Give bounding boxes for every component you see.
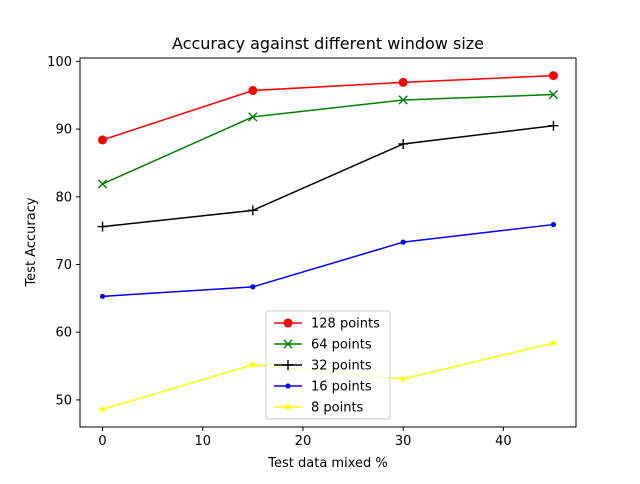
legend-label: 32 points (311, 359, 372, 374)
legend-marker (283, 360, 293, 370)
y-tick-label: 100 (47, 55, 72, 70)
data-point-16-points (99, 293, 106, 299)
data-point-128-points (548, 71, 558, 81)
legend-marker (285, 383, 291, 389)
y-axis-label: Test Accuracy (24, 197, 39, 287)
series-line-64-points (102, 93, 554, 185)
y-tick-label: 80 (55, 190, 72, 205)
y-axis: 50 60 70 80 90 100 (47, 55, 80, 408)
data-point-64-points (398, 95, 408, 105)
data-point-16-points (550, 221, 557, 228)
data-point-8-points (549, 338, 558, 347)
data-point-16-points (250, 284, 256, 290)
plot-frame (79, 57, 577, 428)
data-point-128-points (248, 85, 258, 95)
data-point-128-points (398, 77, 408, 87)
x-axis-label: Test data mixed % (267, 456, 387, 471)
legend-item-16-points: 16 points (274, 380, 372, 395)
legend: 128 points 64 points 32 points 16 points 8 p… (265, 310, 391, 420)
y-tick-label: 60 (55, 326, 72, 341)
data-point-32-points (247, 205, 258, 216)
y-tick-label: 70 (55, 258, 72, 273)
data-point-32-points (398, 138, 409, 149)
series-64-points (97, 89, 559, 189)
series-line-32-points (102, 124, 554, 228)
data-point-64-points (548, 89, 559, 100)
x-tick-label: 10 (194, 434, 211, 449)
x-tick-label: 0 (98, 434, 106, 449)
x-axis: 0 10 20 30 40 (98, 427, 512, 449)
data-point-8-points (248, 360, 258, 369)
series-32-points (97, 120, 559, 232)
legend-label: 8 points (311, 401, 364, 416)
series-128-points (98, 71, 558, 145)
plot-area (97, 71, 559, 413)
chart-title: Accuracy against different window size (172, 34, 484, 53)
legend-item-32-points: 32 points (274, 359, 372, 374)
data-point-8-points (98, 405, 107, 413)
legend-item-8-points: 8 points (274, 401, 364, 416)
legend-label: 64 points (311, 338, 372, 353)
series-line-16-points (102, 223, 554, 298)
legend-label: 16 points (311, 380, 372, 395)
legend-marker (283, 402, 293, 411)
x-tick-label: 30 (395, 434, 412, 449)
series-line-128-points (102, 74, 554, 141)
legend-marker (283, 318, 293, 328)
data-point-8-points (398, 374, 408, 383)
data-point-128-points (98, 135, 108, 145)
data-point-32-points (97, 221, 108, 232)
data-point-64-points (248, 112, 258, 122)
legend-label: 128 points (311, 317, 380, 332)
data-point-32-points (548, 120, 559, 131)
legend-marker (283, 339, 293, 349)
legend-item-64-points: 64 points (274, 338, 372, 353)
series-16-points (99, 221, 557, 299)
legend-box (265, 310, 391, 420)
x-tick-label: 40 (495, 434, 512, 449)
y-tick-label: 50 (55, 393, 72, 408)
x-tick-label: 20 (295, 434, 312, 449)
data-point-64-points (97, 179, 108, 189)
data-point-16-points (400, 239, 406, 245)
legend-item-128-points: 128 points (274, 317, 380, 332)
y-tick-label: 90 (55, 123, 72, 138)
